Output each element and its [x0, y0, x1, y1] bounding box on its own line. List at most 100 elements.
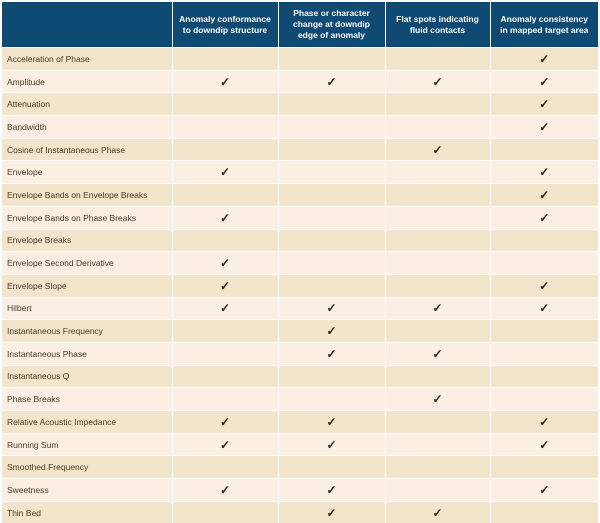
table-cell: ✓: [277, 319, 385, 343]
row-label: Phase Breaks: [2, 387, 172, 411]
table-cell: ✓: [171, 205, 278, 229]
table-cell: [384, 273, 490, 298]
checkmark-icon: ✓: [219, 256, 231, 271]
table-cell: [277, 47, 385, 71]
table-row: Relative Acoustic Impedance ✓ ✓ ✓: [2, 410, 598, 434]
checkmark-icon: ✓: [326, 301, 337, 316]
row-label: Smoothed Frequency: [2, 455, 172, 479]
table-cell: [489, 341, 598, 366]
checkmark-icon: ✓: [326, 505, 337, 520]
header-row: Anomaly conformance to downdip structure…: [2, 2, 598, 48]
table-row: Instantaneous Phase ✓ ✓: [2, 341, 598, 366]
row-label: Envelope Bands on Envelope Breaks: [2, 183, 172, 207]
table-cell: ✓: [489, 183, 598, 207]
table-cell: [277, 273, 385, 298]
row-label: Amplitude: [2, 69, 172, 93]
table-cell: ✓: [277, 432, 385, 456]
table-row: Sweetness ✓ ✓ ✓: [2, 478, 598, 502]
row-label: Hilbert: [2, 296, 172, 320]
table-cell: [277, 251, 385, 275]
row-label: Thin Bed: [2, 500, 172, 523]
checkmark-icon: ✓: [539, 301, 550, 316]
table-row: Envelope Second Derivative ✓: [2, 251, 598, 275]
table-cell: [384, 47, 490, 71]
table-cell: [277, 183, 385, 207]
checkmark-icon: ✓: [539, 210, 550, 225]
table-cell: [384, 183, 490, 207]
checkmark-icon: ✓: [326, 437, 337, 452]
checkmark-icon: ✓: [219, 301, 231, 316]
row-label: Instantaneous Phase: [2, 341, 172, 366]
checkmark-icon: ✓: [432, 301, 443, 316]
table-cell: [277, 228, 385, 252]
table-cell: ✓: [489, 273, 598, 298]
row-label: Running Sum: [2, 432, 172, 456]
table-cell: ✓: [277, 478, 385, 502]
table-cell: ✓: [489, 69, 598, 93]
table-cell: [277, 92, 385, 116]
table-cell: ✓: [171, 273, 278, 298]
table-row: Cosine of Instantaneous Phase ✓: [2, 137, 598, 161]
table-cell: [171, 500, 278, 523]
table-row: Envelope Bands on Phase Breaks ✓ ✓: [2, 205, 598, 229]
table-cell: [384, 251, 490, 275]
table-cell: [384, 205, 490, 229]
table-cell: ✓: [384, 500, 490, 523]
table-cell: [171, 47, 278, 71]
table-row: Acceleration of Phase ✓: [2, 47, 598, 71]
table-cell: ✓: [277, 500, 385, 523]
table-cell: [384, 160, 490, 184]
table-cell: ✓: [384, 387, 490, 411]
table-row: Attenuation ✓: [2, 92, 598, 116]
table-cell: [277, 160, 385, 184]
table-cell: ✓: [489, 205, 598, 229]
table-cell: ✓: [277, 341, 385, 366]
checkmark-icon: ✓: [219, 210, 231, 225]
table-cell: ✓: [489, 160, 598, 184]
checkmark-icon: ✓: [219, 414, 231, 429]
table-cell: [171, 387, 278, 411]
checkmark-icon: ✓: [539, 437, 550, 452]
table-cell: ✓: [489, 47, 598, 71]
table-cell: [489, 364, 598, 388]
row-label: Instantaneous Q: [2, 364, 172, 388]
table-cell: ✓: [171, 478, 278, 502]
table-cell: [384, 478, 490, 502]
table-cell: [489, 455, 598, 479]
checkmark-icon: ✓: [539, 74, 550, 89]
checkmark-icon: ✓: [539, 51, 550, 66]
table-row: Thin Bed ✓ ✓: [2, 500, 598, 523]
table-cell: ✓: [277, 69, 385, 93]
table-cell: ✓: [384, 137, 490, 161]
table-cell: [489, 137, 598, 161]
checkmark-icon: ✓: [326, 482, 337, 497]
table-cell: [171, 92, 278, 116]
checkmark-icon: ✓: [326, 74, 337, 89]
table-cell: [489, 228, 598, 252]
table-row: Envelope ✓ ✓: [2, 160, 598, 184]
table-cell: ✓: [277, 410, 385, 434]
checkmark-icon: ✓: [432, 505, 443, 520]
checkmark-icon: ✓: [539, 187, 550, 202]
table-cell: [171, 137, 278, 161]
table-cell: [384, 115, 490, 139]
table-cell: [171, 341, 278, 366]
table-cell: [489, 251, 598, 275]
table-row: Phase Breaks ✓: [2, 387, 598, 411]
checkmark-icon: ✓: [432, 392, 443, 407]
table-cell: ✓: [489, 296, 598, 320]
column-header: Anomaly conformance to downdip structure: [171, 2, 278, 48]
table-cell: [171, 228, 278, 252]
table-cell: [384, 319, 490, 343]
table-cell: [277, 387, 385, 411]
table-cell: ✓: [489, 92, 598, 116]
table-cell: [277, 115, 385, 139]
row-label: Sweetness: [2, 478, 172, 502]
table-cell: [277, 455, 385, 479]
checkmark-icon: ✓: [219, 437, 231, 452]
table-row: Envelope Breaks: [2, 228, 598, 252]
table-cell: ✓: [277, 296, 385, 320]
table-cell: [384, 92, 490, 116]
table-row: Hilbert ✓ ✓ ✓ ✓: [2, 296, 598, 320]
